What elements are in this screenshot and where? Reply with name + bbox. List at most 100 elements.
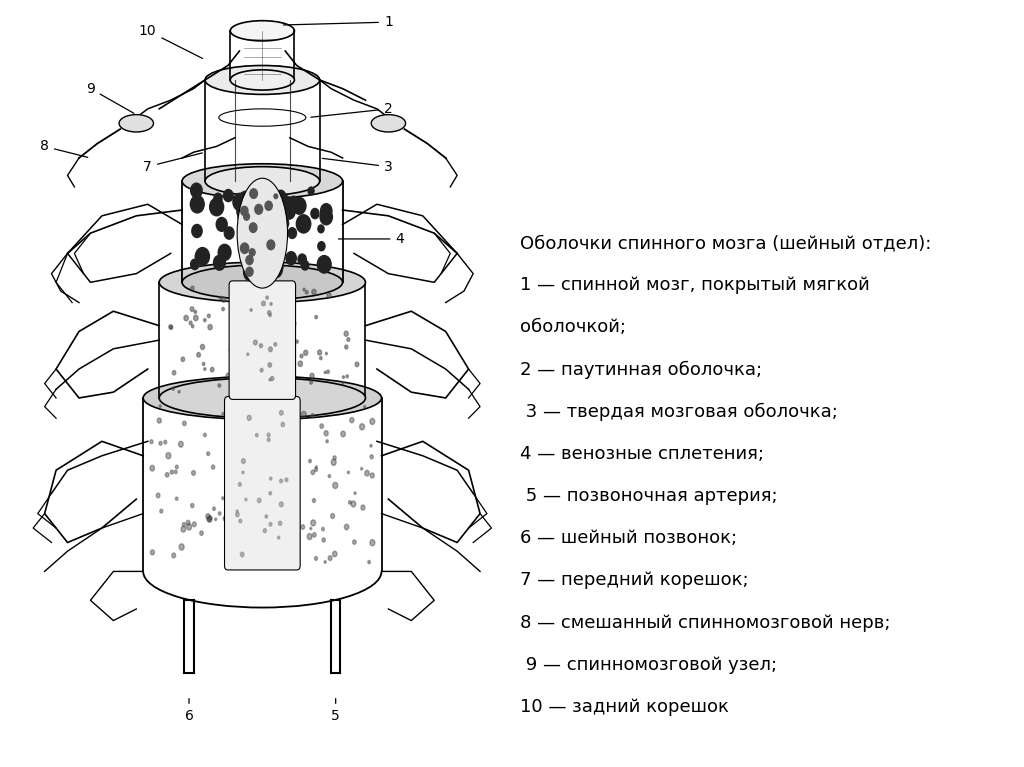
Circle shape [370, 444, 372, 447]
Circle shape [172, 387, 174, 390]
Circle shape [274, 238, 281, 246]
Circle shape [219, 296, 222, 300]
Circle shape [270, 229, 276, 235]
Circle shape [317, 350, 322, 355]
Circle shape [301, 525, 304, 529]
Circle shape [224, 227, 234, 239]
Circle shape [324, 430, 329, 436]
Circle shape [247, 201, 261, 219]
Text: 5 — позвоночная артерия;: 5 — позвоночная артерия; [520, 487, 778, 505]
Circle shape [213, 507, 215, 510]
Circle shape [216, 218, 227, 232]
Circle shape [244, 264, 257, 281]
Text: 7 — передний корешок;: 7 — передний корешок; [520, 571, 749, 589]
Text: Оболочки спинного мозга (шейный отдел):: Оболочки спинного мозга (шейный отдел): [520, 234, 932, 252]
Ellipse shape [205, 65, 319, 94]
Circle shape [319, 424, 324, 429]
Circle shape [331, 514, 335, 518]
Circle shape [264, 212, 279, 229]
Circle shape [190, 286, 195, 290]
Circle shape [307, 534, 312, 540]
Circle shape [165, 472, 169, 477]
Ellipse shape [159, 262, 366, 302]
Circle shape [250, 223, 257, 232]
Circle shape [207, 452, 210, 456]
Circle shape [327, 293, 331, 298]
Circle shape [241, 206, 248, 216]
Circle shape [270, 302, 272, 305]
Circle shape [272, 255, 283, 267]
Circle shape [195, 311, 197, 314]
Circle shape [247, 415, 251, 420]
Circle shape [222, 413, 224, 415]
Circle shape [260, 368, 263, 372]
Circle shape [170, 470, 173, 474]
Text: 8 — смешанный спинномозговой нерв;: 8 — смешанный спинномозговой нерв; [520, 614, 891, 631]
Circle shape [222, 308, 224, 311]
Circle shape [258, 206, 271, 222]
Circle shape [314, 557, 317, 561]
Circle shape [311, 413, 314, 418]
Circle shape [159, 405, 162, 407]
Circle shape [314, 315, 317, 319]
Text: оболочкой;: оболочкой; [520, 318, 627, 336]
Circle shape [321, 204, 332, 218]
Circle shape [317, 242, 325, 251]
Circle shape [226, 373, 230, 378]
Circle shape [355, 362, 358, 367]
Circle shape [267, 311, 271, 315]
Circle shape [314, 468, 317, 472]
Text: 4 — венозные сплетения;: 4 — венозные сплетения; [520, 445, 764, 463]
Circle shape [360, 468, 362, 470]
Circle shape [248, 247, 254, 255]
Circle shape [218, 384, 221, 387]
Circle shape [157, 493, 160, 498]
Circle shape [242, 459, 246, 463]
Circle shape [293, 325, 295, 328]
Circle shape [208, 516, 212, 520]
Circle shape [207, 314, 210, 318]
Text: 5: 5 [332, 699, 340, 723]
Circle shape [246, 255, 253, 265]
Circle shape [267, 240, 274, 250]
FancyBboxPatch shape [229, 281, 296, 400]
Circle shape [214, 255, 225, 270]
Text: 6 — шейный позвонок;: 6 — шейный позвонок; [520, 529, 737, 547]
Circle shape [364, 406, 366, 408]
Circle shape [190, 196, 204, 213]
Circle shape [311, 289, 316, 295]
Circle shape [190, 183, 202, 198]
Circle shape [210, 198, 223, 216]
Circle shape [257, 229, 263, 237]
Circle shape [241, 552, 244, 557]
Circle shape [268, 347, 272, 352]
Circle shape [368, 561, 371, 564]
Circle shape [218, 512, 221, 515]
Circle shape [218, 245, 231, 261]
Circle shape [283, 201, 290, 209]
Circle shape [200, 531, 203, 535]
Circle shape [370, 539, 375, 546]
Text: 3: 3 [323, 158, 393, 173]
Circle shape [344, 524, 349, 530]
Circle shape [184, 315, 188, 321]
Circle shape [288, 228, 297, 239]
Text: 4: 4 [339, 232, 404, 246]
Circle shape [312, 499, 315, 502]
Circle shape [190, 259, 199, 270]
Circle shape [292, 376, 296, 380]
Circle shape [197, 353, 201, 357]
Circle shape [267, 433, 270, 437]
Ellipse shape [182, 164, 343, 199]
Circle shape [360, 505, 365, 510]
Circle shape [159, 441, 162, 445]
Circle shape [344, 331, 348, 336]
Circle shape [329, 475, 331, 478]
Circle shape [179, 544, 184, 550]
Circle shape [189, 321, 193, 324]
Circle shape [237, 510, 239, 512]
Circle shape [326, 439, 329, 443]
Circle shape [312, 532, 316, 537]
Circle shape [333, 551, 337, 557]
Circle shape [175, 465, 178, 469]
